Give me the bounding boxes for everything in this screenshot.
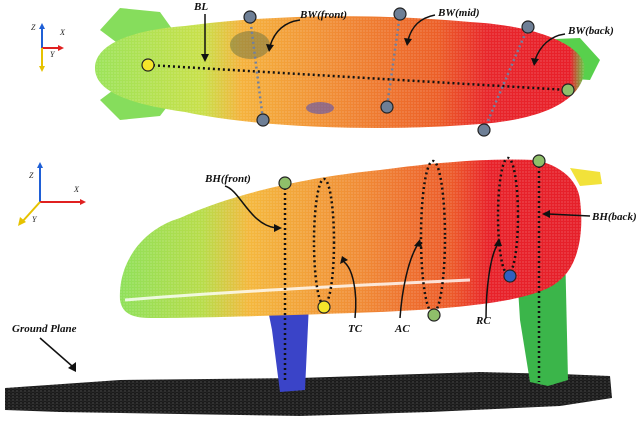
- bh-back-top-marker: [532, 154, 546, 168]
- bl-label: BL: [193, 1, 208, 13]
- top-axis-y-label: Y: [50, 50, 56, 59]
- ground-plane-cloud: [5, 372, 612, 416]
- tc-label: TC: [348, 323, 363, 335]
- bl-measure-line: [147, 63, 569, 92]
- side-axis-triad: Z X Y: [18, 162, 86, 226]
- side-axis-y-label: Y: [32, 215, 38, 224]
- bl-end-marker: [561, 83, 575, 97]
- bw-front-top-marker: [243, 10, 257, 24]
- bw-back-measure-line: [482, 26, 530, 131]
- bw-mid-label: BW(mid): [437, 7, 480, 19]
- ac-loop: [419, 159, 447, 315]
- side-axis-z-label: Z: [29, 171, 34, 180]
- bw-front-bottom-marker: [256, 113, 270, 127]
- side-axis-x-label: X: [73, 185, 80, 194]
- top-view: Z X Y: [31, 1, 614, 137]
- bl-start-marker: [141, 58, 155, 72]
- bh-back-label: BH(back): [591, 211, 637, 223]
- ac-marker: [427, 308, 441, 322]
- ac-label: AC: [394, 323, 410, 335]
- bw-mid-top-marker: [393, 7, 407, 21]
- side-arrow-heads: [68, 210, 550, 372]
- bw-back-label: BW(back): [567, 25, 614, 37]
- bh-front-top-marker: [278, 176, 292, 190]
- bw-mid-measure-line: [385, 13, 402, 108]
- bw-mid-bottom-marker: [380, 100, 394, 114]
- bw-back-top-marker: [521, 20, 535, 34]
- top-body-cloud: [95, 8, 600, 129]
- top-axis-triad: Z X Y: [31, 23, 66, 72]
- bw-front-label: BW(front): [299, 9, 347, 21]
- top-arrow-heads: [201, 38, 539, 66]
- bw-front-measure-line: [248, 16, 265, 121]
- bh-front-label: BH(front): [204, 173, 251, 185]
- rc-label: RC: [475, 315, 491, 327]
- side-callout-arrows: [39, 185, 591, 367]
- side-view: Z X Y: [5, 154, 637, 416]
- top-callout-arrows: [204, 14, 566, 61]
- top-axis-z-label: Z: [31, 23, 36, 32]
- rc-marker: [503, 269, 517, 283]
- tc-marker: [317, 300, 331, 314]
- bw-back-bottom-marker: [477, 123, 491, 137]
- top-axis-x-label: X: [59, 28, 66, 37]
- ground-plane-label: Ground Plane: [12, 323, 77, 335]
